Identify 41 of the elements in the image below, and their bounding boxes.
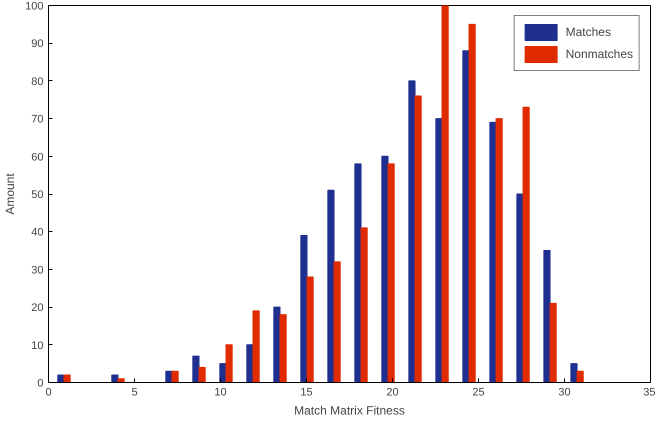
bar (252, 310, 260, 382)
x-axis-title: Match Matrix Fitness (294, 404, 405, 418)
x-tick-label: 20 (386, 386, 399, 398)
y-axis-title: Amount (3, 172, 18, 215)
bar (334, 261, 341, 382)
bar (550, 302, 557, 382)
x-tick-label: 35 (643, 386, 656, 398)
y-tick-label: 60 (31, 151, 44, 164)
bar (388, 163, 395, 382)
x-tick-label: 0 (45, 386, 52, 398)
legend-label: Nonmatches (566, 47, 633, 61)
y-tick-label: 0 (37, 378, 44, 390)
y-tick-label: 20 (31, 302, 44, 314)
bar (117, 378, 125, 382)
x-tick-label: 30 (558, 386, 571, 398)
bar (496, 118, 503, 382)
bar (442, 6, 449, 382)
bar (360, 227, 368, 382)
x-tick-label: 25 (472, 386, 485, 398)
y-tick-label: 70 (31, 114, 44, 126)
bar (576, 370, 584, 382)
bar (522, 106, 530, 382)
bar (226, 344, 233, 382)
x-tick-label: 15 (300, 386, 313, 398)
x-tick-label: 10 (214, 386, 227, 398)
x-tick-label: 5 (131, 386, 138, 398)
bar (280, 314, 287, 382)
y-tick-label: 50 (31, 189, 44, 201)
y-tick-label: 10 (31, 340, 44, 352)
y-tick-label: 40 (31, 226, 44, 239)
bar (414, 95, 422, 382)
bar (306, 276, 314, 382)
bar (198, 366, 206, 382)
bar (171, 370, 179, 382)
y-tick-label: 100 (25, 0, 44, 12)
legend-label: Matches (566, 25, 611, 39)
y-tick-label: 30 (31, 264, 44, 276)
y-tick-label: 90 (31, 38, 44, 50)
bar (63, 374, 71, 382)
bar (468, 24, 476, 382)
y-tick-label: 80 (31, 76, 44, 88)
